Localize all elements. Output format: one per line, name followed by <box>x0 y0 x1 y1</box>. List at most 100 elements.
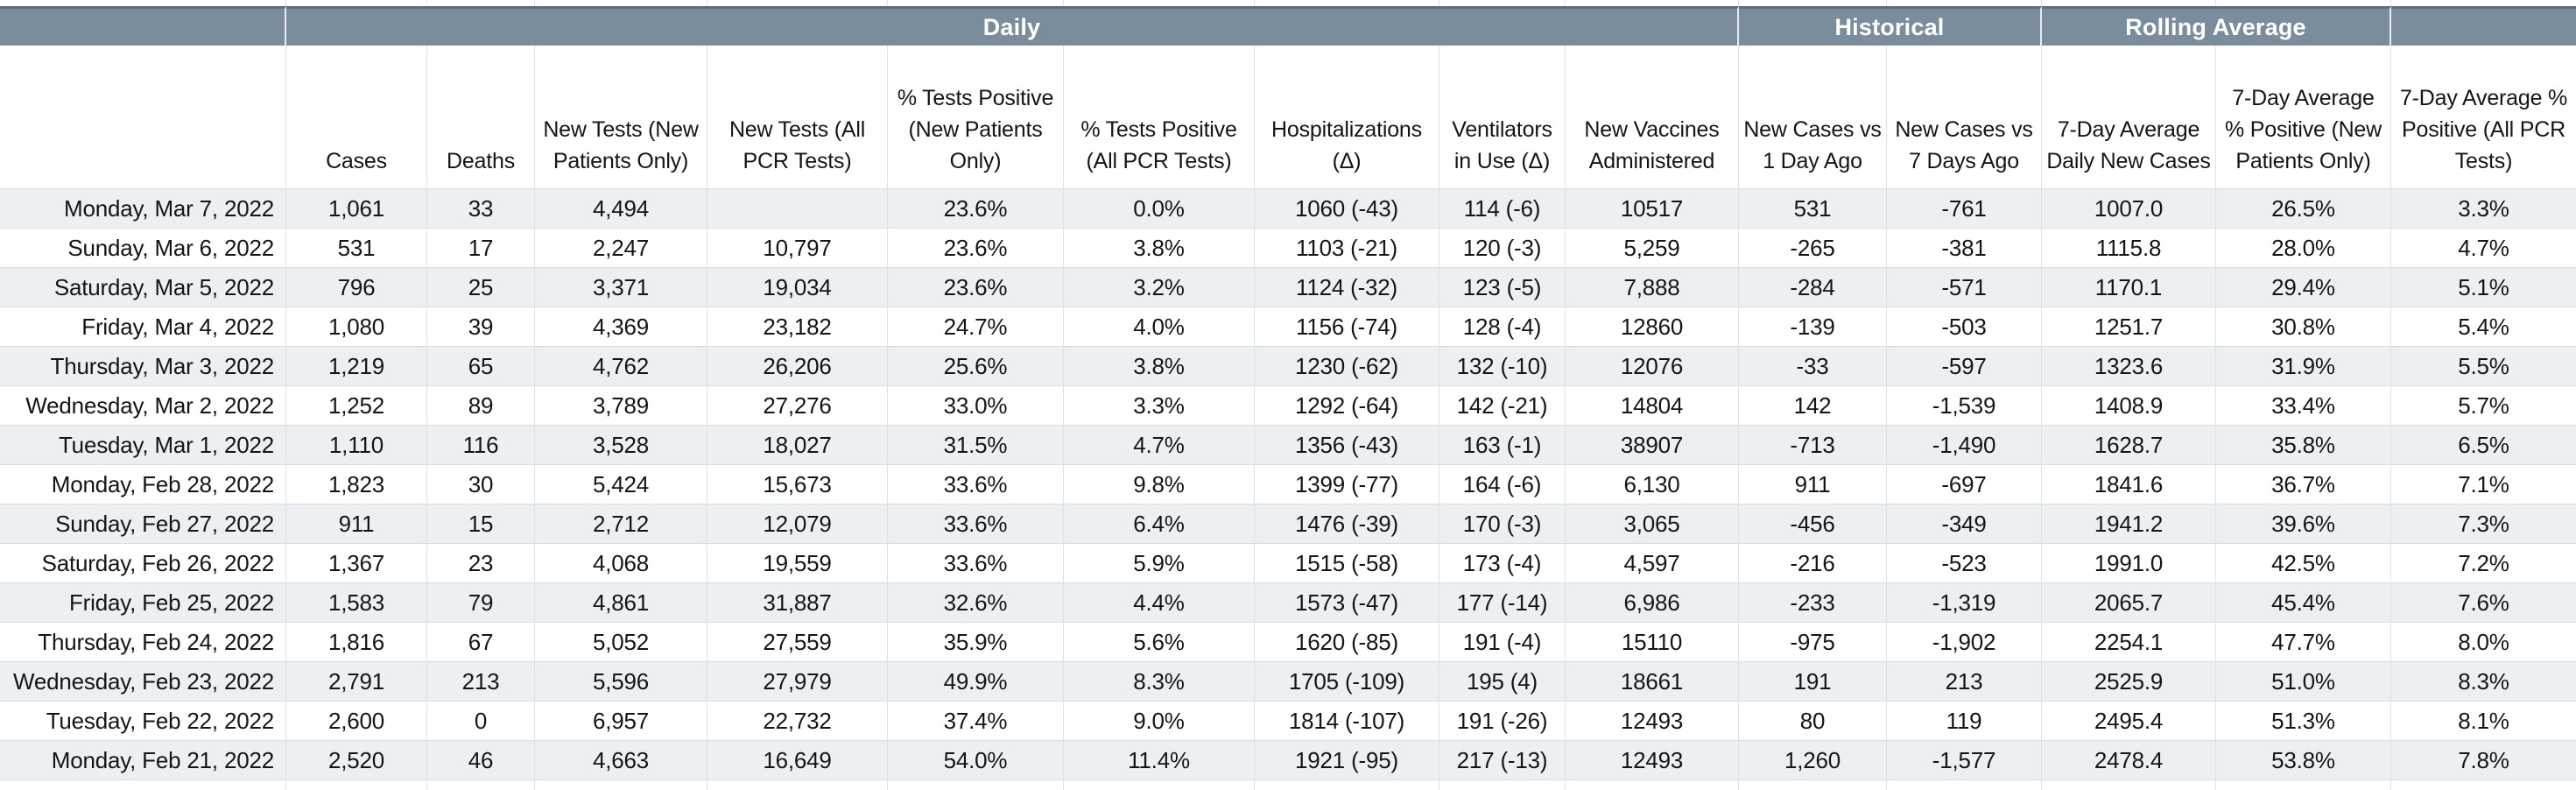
cell-ventilators[interactable]: 163 (-1) <box>1439 426 1566 465</box>
cell-hospitalizations[interactable]: 1103 (-21) <box>1255 229 1439 268</box>
column-header-hospitalizations[interactable]: Hospitalizations (Δ) <box>1255 46 1439 189</box>
cell-new-cases-vs-7-days[interactable]: -381 <box>1887 229 2042 268</box>
cell-cases[interactable]: 1,110 <box>286 426 427 465</box>
cell-new-vaccines[interactable]: 4,597 <box>1566 544 1739 583</box>
cell-cases[interactable]: 796 <box>286 268 427 307</box>
cell-new-tests-all-pcr[interactable]: 10,797 <box>707 229 888 268</box>
cell-new-tests-all-pcr[interactable]: 27,979 <box>707 662 888 702</box>
cell-cases[interactable]: 1,823 <box>286 465 427 504</box>
cell-new-tests-new-patients[interactable]: 6,957 <box>535 702 707 741</box>
cell-hospitalizations[interactable]: 1620 (-85) <box>1255 623 1439 662</box>
cell-hospitalizations[interactable]: 1156 (-74) <box>1255 307 1439 347</box>
cell-new-tests-new-patients[interactable]: 3,528 <box>535 426 707 465</box>
cell-new-tests-all-pcr[interactable]: 19,559 <box>707 544 888 583</box>
cell-date[interactable]: Tuesday, Mar 1, 2022 <box>0 426 286 465</box>
cell-new-cases-vs-7-days[interactable]: -1,490 <box>1887 426 2042 465</box>
cell-hospitalizations[interactable]: 1814 (-107) <box>1255 702 1439 741</box>
cell-ventilators[interactable]: 177 (-14) <box>1439 583 1566 623</box>
cell-date[interactable]: Wednesday, Feb 23, 2022 <box>0 662 286 702</box>
cell-pct-positive-new-patients[interactable]: 23.6% <box>888 229 1064 268</box>
cell-new-cases-vs-7-days[interactable]: -761 <box>1887 189 2042 229</box>
group-header-historical[interactable]: Historical <box>1739 6 2042 46</box>
cell-new-cases-vs-1-day[interactable]: -139 <box>1739 307 1887 347</box>
column-header-7day-avg-new-cases[interactable]: 7-Day Average Daily New Cases <box>2042 46 2216 189</box>
cell-7day-avg-pct-all-pcr[interactable]: 5.1% <box>2391 268 2576 307</box>
cell-deaths[interactable]: 33 <box>427 189 535 229</box>
cell-hospitalizations[interactable]: 1230 (-62) <box>1255 347 1439 386</box>
cell-new-tests-new-patients[interactable]: 4,663 <box>535 741 707 780</box>
cell-7day-avg-new-cases[interactable]: 2495.4 <box>2042 702 2216 741</box>
cell-ventilators[interactable]: 132 (-10) <box>1439 347 1566 386</box>
cell-7day-avg-new-cases[interactable]: 1841.6 <box>2042 465 2216 504</box>
cell-new-cases-vs-1-day[interactable]: 142 <box>1739 386 1887 426</box>
cell-pct-positive-new-patients[interactable]: 49.9% <box>888 662 1064 702</box>
cell-7day-avg-pct-new-patients[interactable]: 28.0% <box>2216 229 2391 268</box>
cell-cases[interactable]: 2,791 <box>286 662 427 702</box>
cell-hospitalizations[interactable]: 1921 (-95) <box>1255 741 1439 780</box>
cell-7day-avg-pct-new-patients[interactable]: 35.8% <box>2216 426 2391 465</box>
cell-new-tests-new-patients[interactable]: 4,861 <box>535 583 707 623</box>
cell-new-cases-vs-7-days[interactable]: -523 <box>1887 544 2042 583</box>
cell-new-tests-new-patients[interactable]: 5,596 <box>535 662 707 702</box>
cell-new-tests-all-pcr[interactable]: 15,673 <box>707 465 888 504</box>
cell-hospitalizations[interactable]: 1399 (-77) <box>1255 465 1439 504</box>
cell-new-cases-vs-7-days[interactable]: -1,319 <box>1887 583 2042 623</box>
cell-pct-positive-all-pcr[interactable]: 0.0% <box>1064 189 1255 229</box>
cell-deaths[interactable]: 25 <box>427 268 535 307</box>
cell-new-tests-new-patients[interactable]: 3,371 <box>535 268 707 307</box>
cell-deaths[interactable]: 213 <box>427 662 535 702</box>
cell-7day-avg-new-cases[interactable]: 2478.4 <box>2042 741 2216 780</box>
cell-hospitalizations[interactable]: 1573 (-47) <box>1255 583 1439 623</box>
cell-date[interactable]: Thursday, Mar 3, 2022 <box>0 347 286 386</box>
cell-new-vaccines[interactable]: 15110 <box>1566 623 1739 662</box>
cell-new-tests-all-pcr[interactable]: 18,027 <box>707 426 888 465</box>
cell-new-tests-new-patients[interactable]: 2,712 <box>535 504 707 544</box>
cell-new-cases-vs-1-day[interactable]: 531 <box>1739 189 1887 229</box>
cell-7day-avg-pct-all-pcr[interactable]: 6.5% <box>2391 426 2576 465</box>
cell-new-cases-vs-7-days[interactable]: -597 <box>1887 347 2042 386</box>
cell-7day-avg-pct-all-pcr[interactable]: 7.6% <box>2391 583 2576 623</box>
cell-pct-positive-new-patients[interactable]: 25.6% <box>888 347 1064 386</box>
cell-new-tests-new-patients[interactable]: 4,068 <box>535 544 707 583</box>
cell-deaths[interactable]: 0 <box>427 702 535 741</box>
cell-date[interactable]: Thursday, Feb 24, 2022 <box>0 623 286 662</box>
cell-7day-avg-new-cases[interactable]: 1170.1 <box>2042 268 2216 307</box>
cell-pct-positive-all-pcr[interactable]: 5.6% <box>1064 623 1255 662</box>
cell-date[interactable]: Sunday, Feb 27, 2022 <box>0 504 286 544</box>
cell-new-cases-vs-1-day[interactable]: -284 <box>1739 268 1887 307</box>
cell-pct-positive-new-patients[interactable]: 32.6% <box>888 583 1064 623</box>
cell-ventilators[interactable]: 217 (-13) <box>1439 741 1566 780</box>
cell-new-vaccines[interactable]: 12076 <box>1566 347 1739 386</box>
cell-new-tests-all-pcr[interactable] <box>707 189 888 229</box>
cell-pct-positive-all-pcr[interactable]: 4.7% <box>1064 426 1255 465</box>
cell-new-tests-all-pcr[interactable]: 19,034 <box>707 268 888 307</box>
cell-new-tests-all-pcr[interactable]: 16,649 <box>707 741 888 780</box>
cell-hospitalizations[interactable]: 1515 (-58) <box>1255 544 1439 583</box>
cell-deaths[interactable]: 30 <box>427 465 535 504</box>
cell-new-cases-vs-1-day[interactable]: -33 <box>1739 347 1887 386</box>
cell-new-cases-vs-7-days[interactable]: 213 <box>1887 662 2042 702</box>
cell-pct-positive-all-pcr[interactable]: 6.4% <box>1064 504 1255 544</box>
cell-7day-avg-pct-new-patients[interactable]: 36.7% <box>2216 465 2391 504</box>
cell-new-cases-vs-1-day[interactable]: -713 <box>1739 426 1887 465</box>
cell-new-vaccines[interactable]: 38907 <box>1566 426 1739 465</box>
cell-new-tests-all-pcr[interactable]: 23,182 <box>707 307 888 347</box>
cell-cases[interactable]: 1,080 <box>286 307 427 347</box>
cell-cases[interactable]: 911 <box>286 504 427 544</box>
cell-deaths[interactable]: 116 <box>427 426 535 465</box>
cell-new-vaccines[interactable]: 10517 <box>1566 189 1739 229</box>
cell-date[interactable]: Saturday, Mar 5, 2022 <box>0 268 286 307</box>
cell-new-vaccines[interactable]: 6,130 <box>1566 465 1739 504</box>
cell-deaths[interactable]: 67 <box>427 623 535 662</box>
cell-hospitalizations[interactable]: 1476 (-39) <box>1255 504 1439 544</box>
cell-new-tests-new-patients[interactable]: 4,494 <box>535 189 707 229</box>
cell-date[interactable]: Friday, Feb 25, 2022 <box>0 583 286 623</box>
cell-new-tests-new-patients[interactable]: 2,247 <box>535 229 707 268</box>
cell-7day-avg-new-cases[interactable]: 1323.6 <box>2042 347 2216 386</box>
cell-7day-avg-pct-all-pcr[interactable]: 3.3% <box>2391 189 2576 229</box>
cell-pct-positive-all-pcr[interactable]: 3.2% <box>1064 268 1255 307</box>
cell-date[interactable]: Saturday, Feb 26, 2022 <box>0 544 286 583</box>
cell-new-tests-new-patients[interactable]: 4,762 <box>535 347 707 386</box>
cell-new-cases-vs-1-day[interactable]: -265 <box>1739 229 1887 268</box>
cell-new-cases-vs-1-day[interactable]: -216 <box>1739 544 1887 583</box>
